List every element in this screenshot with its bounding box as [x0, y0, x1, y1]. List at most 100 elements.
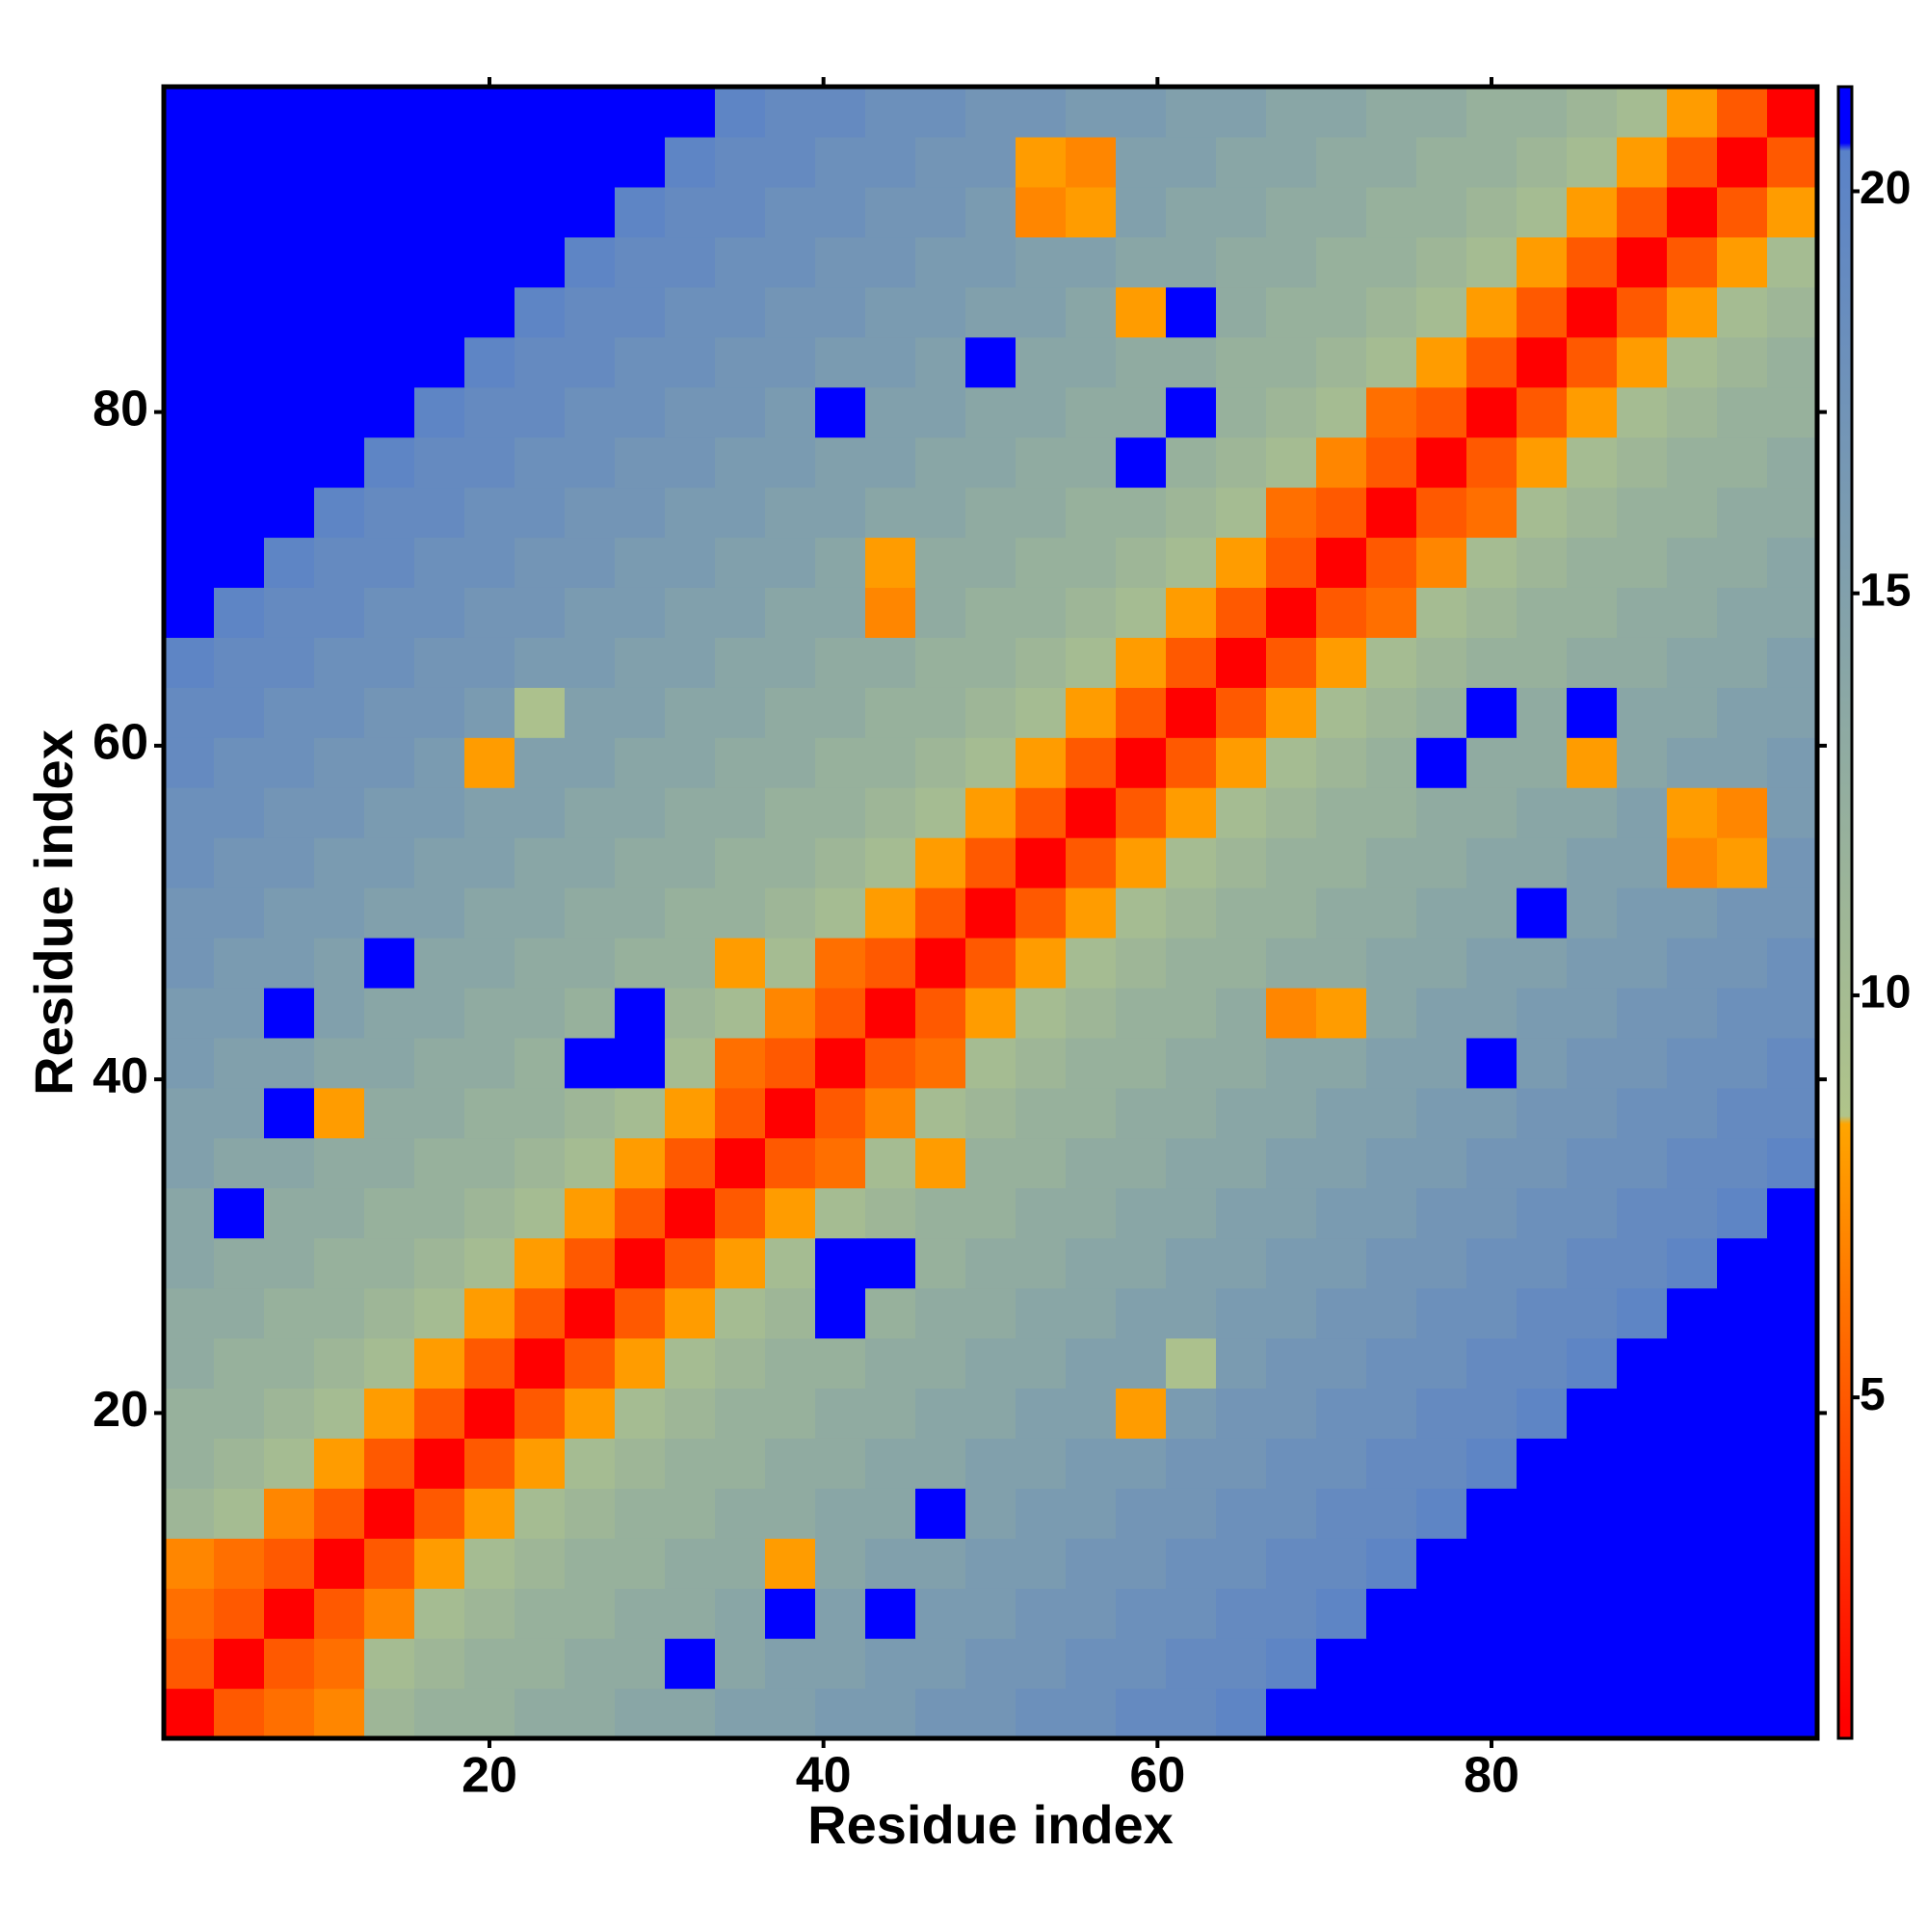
heatmap-cell: [1617, 887, 1668, 939]
heatmap-cell: [164, 437, 215, 489]
heatmap-cell: [1767, 687, 1818, 738]
heatmap-cell: [1216, 887, 1267, 939]
heatmap-cell: [1016, 286, 1067, 338]
heatmap-cell: [164, 887, 215, 939]
heatmap-cell: [815, 1438, 866, 1489]
heatmap-cell: [414, 286, 465, 338]
heatmap-cell: [1216, 937, 1267, 989]
heatmap-cell: [164, 1087, 215, 1139]
heatmap-cell: [615, 286, 666, 338]
heatmap-cell: [865, 1588, 916, 1639]
heatmap-cell: [1166, 136, 1217, 188]
heatmap-cell: [965, 87, 1016, 138]
heatmap-cell: [815, 1638, 866, 1689]
heatmap-cell: [364, 1137, 415, 1189]
heatmap-cell: [1266, 537, 1317, 588]
heatmap-cell: [1116, 286, 1167, 338]
heatmap-cell: [1767, 1488, 1818, 1539]
heatmap-cell: [865, 487, 916, 539]
heatmap-cell: [1466, 1588, 1518, 1639]
heatmap-cell: [1016, 186, 1067, 238]
heatmap-cell: [464, 487, 515, 539]
heatmap-cell: [1717, 987, 1768, 1039]
heatmap-cell: [1066, 1538, 1117, 1589]
heatmap-cell: [515, 587, 566, 638]
heatmap-cell: [1316, 236, 1367, 288]
heatmap-cell: [1066, 1337, 1117, 1389]
heatmap-cell: [865, 687, 916, 738]
heatmap-cell: [1266, 136, 1317, 188]
heatmap-cell: [1116, 1237, 1167, 1289]
heatmap-cell: [214, 587, 265, 638]
heatmap-cell: [1166, 186, 1217, 238]
heatmap-cell: [1066, 1087, 1117, 1139]
heatmap-cell: [1366, 186, 1417, 238]
heatmap-cell: [414, 186, 465, 238]
heatmap-cell: [615, 1087, 666, 1139]
heatmap-cell: [1316, 87, 1367, 138]
heatmap-cell: [1166, 1538, 1217, 1589]
heatmap-cell: [565, 1688, 616, 1739]
heatmap-cell: [1116, 987, 1167, 1039]
heatmap-cell: [965, 487, 1016, 539]
heatmap-cell: [1717, 787, 1768, 838]
heatmap-cell: [965, 1287, 1016, 1339]
heatmap-cell: [464, 887, 515, 939]
heatmap-cell: [915, 1488, 966, 1539]
heatmap-cell: [264, 637, 315, 688]
heatmap-cell: [1466, 1538, 1518, 1589]
heatmap-cell: [665, 1538, 716, 1589]
heatmap-cell: [765, 537, 816, 588]
heatmap-cell: [1466, 837, 1518, 888]
x-tick-label: 80: [1464, 1748, 1519, 1804]
heatmap-cell: [865, 1187, 916, 1239]
heatmap-cell: [915, 1037, 966, 1089]
heatmap-cell: [1166, 1137, 1217, 1189]
heatmap-cell: [214, 1688, 265, 1739]
heatmap-cell: [1717, 1287, 1768, 1339]
heatmap-cell: [1667, 286, 1718, 338]
heatmap-cell: [565, 887, 616, 939]
heatmap-cell: [164, 787, 215, 838]
heatmap-cell: [264, 1388, 315, 1439]
heatmap-cell: [464, 1688, 515, 1739]
heatmap-cell: [915, 937, 966, 989]
heatmap-cell: [164, 1237, 215, 1289]
heatmap-cell: [264, 787, 315, 838]
heatmap-cell: [715, 1037, 766, 1089]
heatmap-cell: [815, 1488, 866, 1539]
heatmap-cell: [1667, 1187, 1718, 1239]
heatmap-cell: [1517, 1287, 1568, 1339]
heatmap-cell: [865, 937, 916, 989]
heatmap-cell: [815, 1287, 866, 1339]
heatmap-cell: [1717, 487, 1768, 539]
heatmap-cell: [1767, 887, 1818, 939]
heatmap-cell: [715, 437, 766, 489]
heatmap-cell: [164, 186, 215, 238]
heatmap-cell: [565, 1488, 616, 1539]
heatmap-cell: [1216, 136, 1267, 188]
heatmap-cell: [1416, 937, 1467, 989]
heatmap-cell: [164, 286, 215, 338]
heatmap-cell: [314, 1388, 365, 1439]
heatmap-cell: [464, 186, 515, 238]
heatmap-cell: [1667, 1688, 1718, 1739]
heatmap-cell: [865, 87, 916, 138]
heatmap-cell: [464, 1388, 515, 1439]
heatmap-cell: [1266, 987, 1317, 1039]
heatmap-cell: [1466, 637, 1518, 688]
heatmap-cell: [1567, 687, 1618, 738]
heatmap-cell: [765, 87, 816, 138]
heatmap-cell: [1366, 1087, 1417, 1139]
heatmap-cell: [364, 487, 415, 539]
heatmap-cell: [1567, 136, 1618, 188]
heatmap-cell: [214, 336, 265, 388]
heatmap-cell: [1066, 1187, 1117, 1239]
heatmap-cell: [1316, 737, 1367, 788]
heatmap-cell: [1567, 236, 1618, 288]
heatmap-cell: [1266, 236, 1317, 288]
heatmap-cell: [1316, 1438, 1367, 1489]
heatmap-cell: [1366, 1237, 1417, 1289]
heatmap-cell: [665, 787, 716, 838]
heatmap-cell: [515, 537, 566, 588]
